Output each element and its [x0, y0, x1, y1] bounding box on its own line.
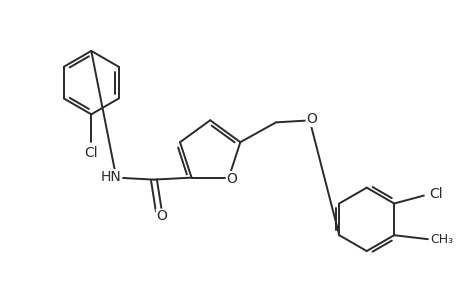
Text: Cl: Cl	[84, 146, 98, 160]
Text: HN: HN	[101, 169, 122, 184]
Text: Cl: Cl	[428, 187, 442, 201]
Text: O: O	[156, 209, 167, 223]
Text: O: O	[306, 112, 316, 126]
Text: O: O	[226, 172, 237, 186]
Text: CH₃: CH₃	[429, 233, 452, 246]
